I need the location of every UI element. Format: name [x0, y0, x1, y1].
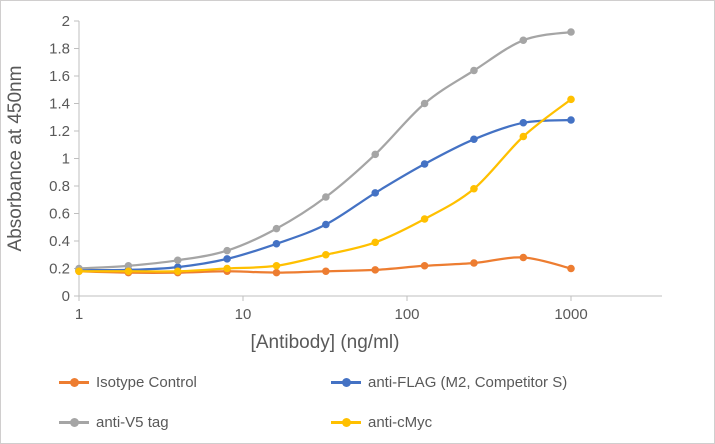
svg-text:0.6: 0.6	[49, 206, 70, 223]
svg-text:1: 1	[62, 151, 70, 168]
legend-marker-icon	[59, 417, 89, 427]
svg-text:0: 0	[62, 288, 70, 305]
legend-label: anti-V5 tag	[96, 413, 169, 431]
legend-item-isotype-control: Isotype Control	[59, 371, 331, 393]
svg-text:1: 1	[75, 306, 83, 323]
svg-text:1.8: 1.8	[49, 41, 70, 58]
svg-text:[Antibody] (ng/ml): [Antibody] (ng/ml)	[251, 332, 400, 353]
svg-text:2: 2	[62, 13, 70, 30]
svg-text:1000: 1000	[554, 306, 587, 323]
chart-legend: Isotype Control anti-FLAG (M2, Competito…	[1, 359, 714, 441]
legend-item-anti-cmyc: anti-cMyc	[331, 411, 714, 433]
legend-marker-icon	[331, 377, 361, 387]
svg-text:100: 100	[394, 306, 419, 323]
svg-text:10: 10	[235, 306, 252, 323]
svg-text:0.4: 0.4	[49, 233, 70, 250]
svg-text:1.4: 1.4	[49, 96, 70, 113]
svg-text:0.2: 0.2	[49, 261, 70, 278]
line-chart: 0 0.2 0.4 0.6 0.8 1 1.2 1.4 1.6 1.8 2 1 10 100 1000 [An…	[5, 13, 662, 353]
svg-text:Absorbance at 450nm: Absorbance at 450nm	[5, 66, 26, 252]
legend-label: anti-FLAG (M2, Competitor S)	[368, 373, 568, 391]
legend-marker-icon	[331, 417, 361, 427]
legend-item-anti-v5: anti-V5 tag	[59, 411, 331, 433]
legend-item-anti-flag: anti-FLAG (M2, Competitor S)	[331, 371, 714, 393]
legend-label: Isotype Control	[96, 373, 197, 391]
svg-text:0.8: 0.8	[49, 178, 70, 195]
legend-marker-icon	[59, 377, 89, 387]
legend-label: anti-cMyc	[368, 413, 433, 431]
svg-text:1.6: 1.6	[49, 68, 70, 85]
svg-text:1.2: 1.2	[49, 123, 70, 140]
